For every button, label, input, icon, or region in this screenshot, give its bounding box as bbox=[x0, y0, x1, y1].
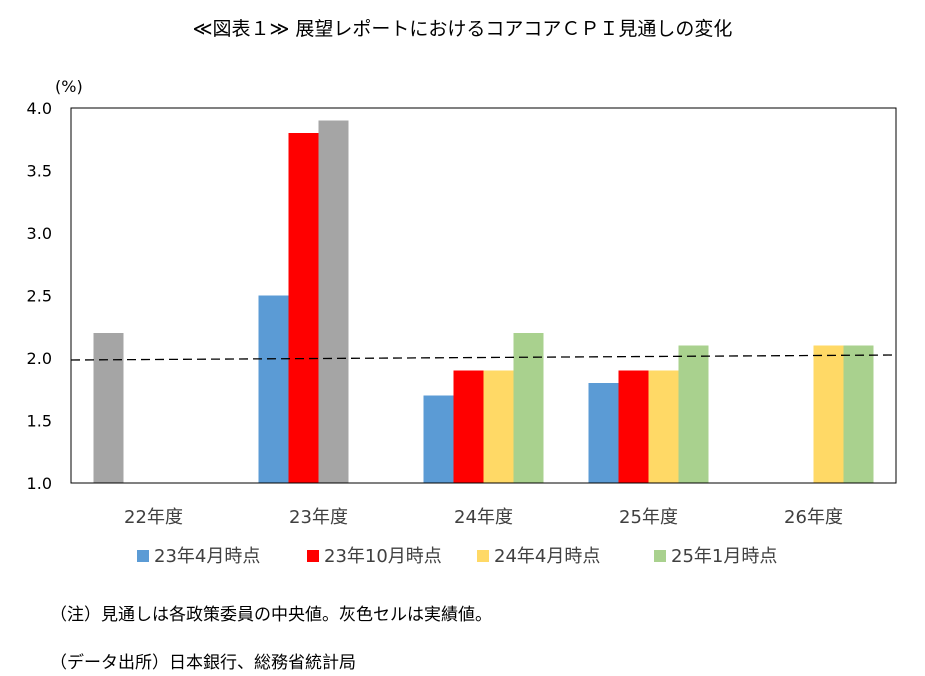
y-tick-label: 2.0 bbox=[27, 349, 52, 368]
y-tick-label: 3.5 bbox=[27, 162, 52, 181]
bar-4 bbox=[843, 345, 874, 483]
x-tick-label: 23年度 bbox=[289, 507, 348, 528]
y-tick-label: 3.0 bbox=[27, 224, 52, 243]
legend-swatch bbox=[477, 550, 489, 562]
legend-swatch bbox=[307, 550, 319, 562]
y-axis-unit-label: (%) bbox=[55, 77, 83, 96]
bar-3 bbox=[813, 345, 844, 483]
reference-line bbox=[70, 354, 897, 361]
bar-2 bbox=[288, 133, 319, 483]
bar-1 bbox=[258, 295, 289, 483]
x-tick-label: 26年度 bbox=[784, 507, 843, 528]
y-tick-label: 1.0 bbox=[27, 474, 52, 493]
bar-actual bbox=[318, 120, 349, 483]
bar-1 bbox=[588, 383, 619, 483]
bar-2 bbox=[618, 370, 649, 483]
legend-label: 24年4月時点 bbox=[494, 546, 600, 567]
bar-actual bbox=[93, 333, 124, 483]
bar-4 bbox=[513, 333, 544, 483]
bar-3 bbox=[648, 370, 679, 483]
bar-4 bbox=[678, 345, 709, 483]
legend-label: 23年4月時点 bbox=[154, 546, 260, 567]
bar-3 bbox=[483, 370, 514, 483]
x-tick-label: 22年度 bbox=[124, 507, 183, 528]
legend-label: 25年1月時点 bbox=[671, 546, 777, 567]
y-tick-label: 2.5 bbox=[27, 287, 52, 306]
bar-chart: (%) 1.0 1.5 2.0 2.5 3.0 3.5 4.0 22年度 23年度 24年度 25年度… bbox=[27, 77, 897, 567]
plot-frame bbox=[70, 107, 897, 484]
y-tick-label: 4.0 bbox=[27, 99, 52, 118]
source-text: （データ出所）日本銀行、総務省統計局 bbox=[50, 653, 356, 673]
bar-2 bbox=[453, 370, 484, 483]
legend-swatch bbox=[654, 550, 666, 562]
x-tick-label: 24年度 bbox=[454, 507, 513, 528]
bar-1 bbox=[423, 395, 454, 483]
legend-swatch bbox=[137, 550, 149, 562]
chart-title: ≪図表１≫ 展望レポートにおけるコアコアＣＰＩ見通しの変化 bbox=[192, 18, 733, 40]
y-tick-label: 1.5 bbox=[27, 412, 52, 431]
x-tick-label: 25年度 bbox=[619, 507, 678, 528]
legend-label: 23年10月時点 bbox=[324, 546, 442, 567]
note-text: （注）見通しは各政策委員の中央値。灰色セルは実績値。 bbox=[50, 605, 492, 625]
